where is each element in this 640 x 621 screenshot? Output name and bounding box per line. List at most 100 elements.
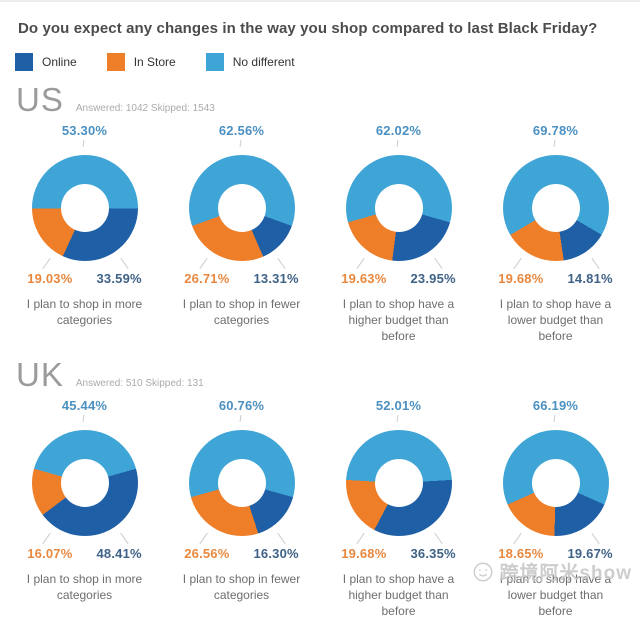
in-store-value-label: 18.65% xyxy=(498,546,544,561)
leader-line xyxy=(41,257,51,270)
leader-line xyxy=(276,532,286,545)
no-different-value-label: 62.56% xyxy=(218,123,265,138)
donut-area xyxy=(491,139,621,270)
us-charts-row: 53.30% 19.03% 33.59% I plan to shop in m… xyxy=(0,119,640,346)
leader-line xyxy=(553,139,555,148)
in-store-swatch xyxy=(106,53,125,71)
donut-chart-group-us-lower-budget: 69.78% 19.68% 14.81% I plan to shop have… xyxy=(477,119,634,346)
donut-chart xyxy=(345,155,452,261)
leader-line xyxy=(590,257,600,270)
leader-line xyxy=(239,414,241,423)
leader-line xyxy=(41,532,51,545)
leader-line xyxy=(590,532,600,545)
donut-hole xyxy=(60,459,109,507)
no-different-value-label: 45.44% xyxy=(61,398,108,413)
bottom-labels: 26.71% 13.31% xyxy=(184,271,299,287)
leader-line xyxy=(553,414,555,423)
donut-chart-group-uk-higher-budget: 52.01% 19.68% 36.35% I plan to shop have… xyxy=(320,394,477,621)
watermark-text: 跨境阿米show xyxy=(499,563,632,584)
online-value-label: 16.30% xyxy=(253,546,299,561)
chart-category-label: I plan to shop in fewer categories xyxy=(182,572,301,603)
chart-category-label: I plan to shop in more categories xyxy=(26,572,143,603)
legend: Online In Store No different xyxy=(15,53,640,71)
donut-chart xyxy=(188,430,295,536)
bottom-labels: 19.63% 23.95% xyxy=(341,271,456,287)
donut-area xyxy=(491,414,621,545)
legend-label: No different xyxy=(232,55,295,69)
donut-hole xyxy=(531,184,580,232)
leader-line xyxy=(119,257,129,270)
answered-skipped-label: Answered: 510 Skipped: 131 xyxy=(75,378,204,389)
watermark: 跨境阿米show xyxy=(472,558,632,585)
leader-line xyxy=(198,257,208,270)
bottom-labels: 16.07% 48.41% xyxy=(27,546,142,562)
no-different-value-label: 53.30% xyxy=(61,123,108,138)
leader-line xyxy=(198,532,208,545)
region-label-us: US xyxy=(16,81,64,118)
leader-line xyxy=(119,532,129,545)
answered-skipped-label: Answered: 1042 Skipped: 1543 xyxy=(75,103,215,114)
leader-line xyxy=(276,257,286,270)
bottom-labels: 26.56% 16.30% xyxy=(184,546,299,562)
donut-area xyxy=(334,414,464,545)
leader-line xyxy=(239,139,241,148)
chart-category-label: I plan to shop have a higher budget than… xyxy=(342,572,455,619)
online-value-label: 13.31% xyxy=(253,271,299,286)
bottom-labels: 19.03% 33.59% xyxy=(27,271,142,287)
leader-line xyxy=(355,257,365,270)
online-swatch xyxy=(15,53,33,71)
donut-area xyxy=(20,139,150,270)
donut-chart-group-uk-more-categories: 45.44% 16.07% 48.41% I plan to shop in m… xyxy=(6,394,163,621)
legend-item-no-different: No different xyxy=(205,53,295,71)
legend-label: Online xyxy=(42,55,77,69)
donut-chart xyxy=(345,430,452,536)
donut-chart-group-us-fewer-categories: 62.56% 26.71% 13.31% I plan to shop in f… xyxy=(163,119,320,346)
donut-area xyxy=(20,414,150,545)
leader-line xyxy=(433,532,443,545)
legend-item-in-store: In Store xyxy=(106,53,176,71)
online-value-label: 23.95% xyxy=(410,271,456,286)
no-different-value-label: 60.76% xyxy=(218,398,265,413)
in-store-value-label: 16.07% xyxy=(27,546,73,561)
donut-chart xyxy=(31,155,138,261)
donut-hole xyxy=(374,459,423,507)
donut-area xyxy=(177,139,307,270)
donut-chart-group-uk-lower-budget: 66.19% 18.65% 19.67% I plan to shop have… xyxy=(477,394,634,621)
in-store-value-label: 26.56% xyxy=(184,546,230,561)
legend-label: In Store xyxy=(133,55,176,69)
donut-chart-group-uk-fewer-categories: 60.76% 26.56% 16.30% I plan to shop in f… xyxy=(163,394,320,621)
donut-chart xyxy=(31,430,138,536)
donut-chart xyxy=(502,155,609,261)
donut-hole xyxy=(531,459,580,507)
legend-item-online: Online xyxy=(15,53,77,71)
donut-hole xyxy=(60,184,109,232)
leader-line xyxy=(82,139,84,148)
smiley-face-logo-icon xyxy=(473,562,493,581)
in-store-value-label: 19.63% xyxy=(341,271,387,286)
donut-chart-group-us-more-categories: 53.30% 19.03% 33.59% I plan to shop in m… xyxy=(6,119,163,346)
donut-hole xyxy=(217,459,266,507)
leader-line xyxy=(433,257,443,270)
chart-title: Do you expect any changes in the way you… xyxy=(18,20,598,37)
leader-line xyxy=(355,532,365,545)
uk-section-heading: UK Answered: 510 Skipped: 131 xyxy=(16,356,640,394)
leader-line xyxy=(512,257,522,270)
online-value-label: 14.81% xyxy=(567,271,613,286)
donut-chart-group-us-higher-budget: 62.02% 19.63% 23.95% I plan to shop have… xyxy=(320,119,477,346)
uk-charts-row: 45.44% 16.07% 48.41% I plan to shop in m… xyxy=(0,394,640,621)
donut-hole xyxy=(374,184,423,232)
online-value-label: 19.67% xyxy=(567,546,613,561)
no-different-swatch xyxy=(205,53,224,71)
leader-line xyxy=(396,414,398,423)
donut-hole xyxy=(217,184,266,232)
chart-category-label: I plan to shop have a lower budget than … xyxy=(499,297,612,344)
in-store-value-label: 26.71% xyxy=(184,271,230,286)
chart-category-label: I plan to shop have a higher budget than… xyxy=(342,297,455,344)
bottom-labels: 19.68% 14.81% xyxy=(498,271,613,287)
in-store-value-label: 19.68% xyxy=(498,271,544,286)
online-value-label: 48.41% xyxy=(96,546,142,561)
in-store-value-label: 19.03% xyxy=(27,271,73,286)
donut-chart xyxy=(188,155,295,261)
leader-line xyxy=(512,532,522,545)
